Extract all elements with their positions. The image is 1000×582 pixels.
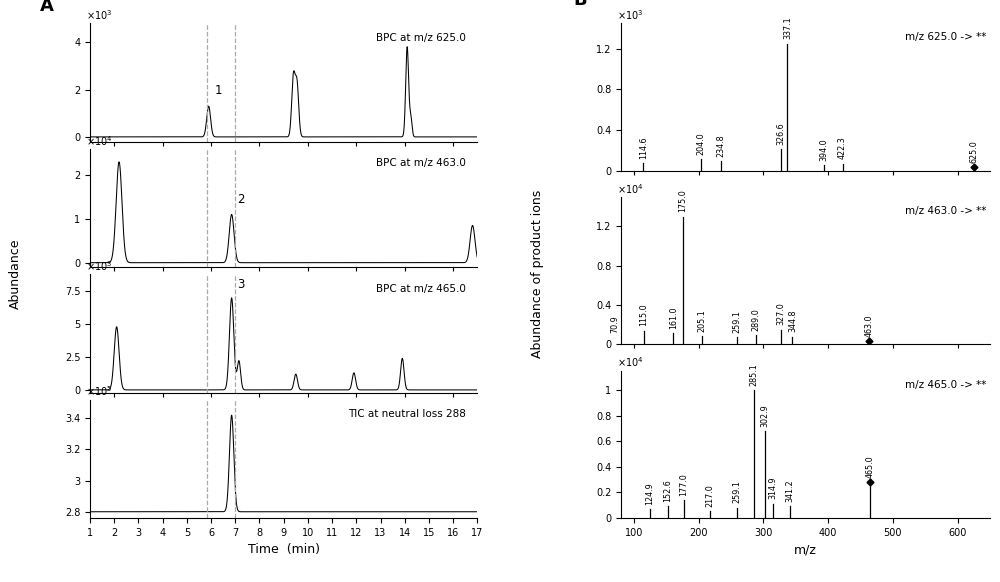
Text: 259.1: 259.1 [732,481,741,503]
Text: 259.1: 259.1 [732,310,741,333]
Text: 205.1: 205.1 [698,309,707,332]
Text: 115.0: 115.0 [639,303,648,326]
Text: $\times10^4$: $\times10^4$ [617,182,644,196]
Text: $\times10^3$: $\times10^3$ [617,8,644,22]
Text: BPC at m/z 625.0: BPC at m/z 625.0 [376,33,466,42]
Text: 289.0: 289.0 [752,308,761,331]
Text: 422.3: 422.3 [838,137,847,159]
Text: 204.0: 204.0 [697,132,706,155]
Text: 463.0: 463.0 [864,314,873,337]
Text: 70.9: 70.9 [611,315,620,333]
Text: B: B [573,0,587,9]
Text: 314.9: 314.9 [769,477,778,499]
Text: 341.2: 341.2 [786,480,795,502]
Text: 625.0: 625.0 [969,140,978,162]
Text: 3: 3 [238,278,245,291]
Text: 465.0: 465.0 [866,455,875,478]
Text: $\times10^4$: $\times10^4$ [86,134,113,148]
Text: 161.0: 161.0 [669,307,678,329]
Text: 217.0: 217.0 [705,484,714,506]
X-axis label: m/z: m/z [794,543,817,556]
Text: 337.1: 337.1 [783,16,792,39]
Text: 152.6: 152.6 [664,480,673,502]
Text: 1: 1 [215,84,222,97]
Text: 285.1: 285.1 [749,363,758,385]
Text: m/z 463.0 -> **: m/z 463.0 -> ** [905,206,986,216]
Text: $\times10^4$: $\times10^4$ [617,356,644,369]
Text: 175.0: 175.0 [678,190,687,212]
Text: Abundance of product ions: Abundance of product ions [532,189,544,358]
Text: 234.8: 234.8 [717,134,726,157]
Text: 124.9: 124.9 [646,482,655,505]
Text: Abundance: Abundance [8,238,22,309]
Text: BPC at m/z 465.0: BPC at m/z 465.0 [376,283,466,294]
Text: 326.6: 326.6 [776,122,785,145]
Text: 344.8: 344.8 [788,310,797,332]
Text: 302.9: 302.9 [761,404,770,427]
Text: A: A [40,0,54,15]
Text: 114.6: 114.6 [639,137,648,159]
Text: $\times10^5$: $\times10^5$ [86,385,113,399]
Text: $\times10^3$: $\times10^3$ [86,259,113,273]
Text: BPC at m/z 463.0: BPC at m/z 463.0 [376,158,466,168]
Text: 327.0: 327.0 [776,303,785,325]
Text: TIC at neutral loss 288: TIC at neutral loss 288 [348,409,466,419]
Text: 394.0: 394.0 [820,138,829,161]
Text: 2: 2 [238,193,245,205]
Text: 177.0: 177.0 [679,473,688,496]
Text: m/z 465.0 -> **: m/z 465.0 -> ** [905,379,986,389]
Text: $\times10^3$: $\times10^3$ [86,8,113,22]
X-axis label: Time  (min): Time (min) [248,543,320,556]
Text: m/z 625.0 -> **: m/z 625.0 -> ** [905,32,986,42]
